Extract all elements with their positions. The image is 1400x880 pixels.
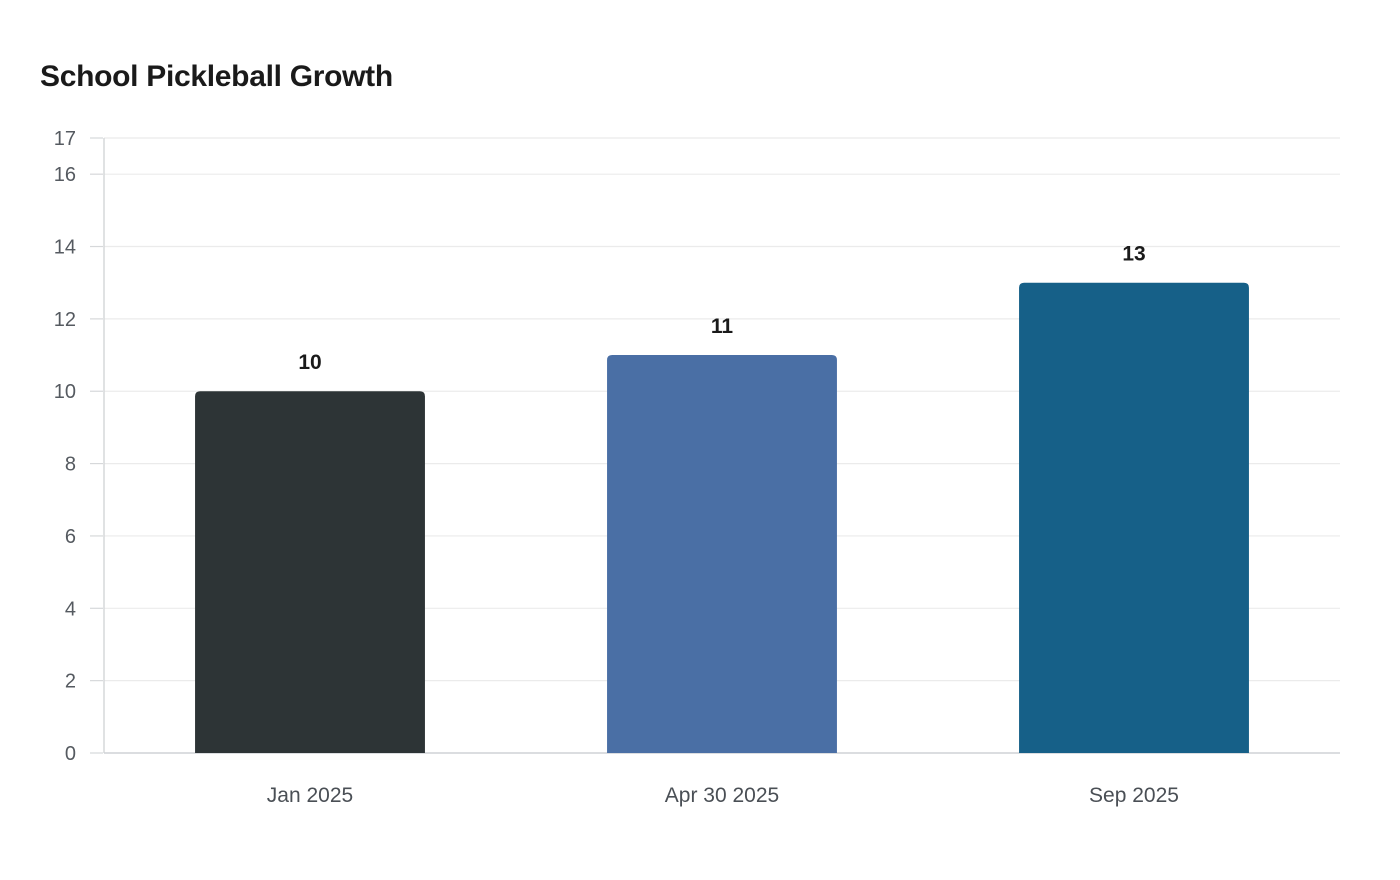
bar-value-label: 11	[711, 315, 734, 338]
y-tick-label: 0	[65, 743, 76, 765]
data-labels: 10 11 13	[298, 243, 1145, 375]
bar-1	[195, 391, 425, 753]
y-tick-label: 12	[54, 309, 76, 331]
x-axis-categories: Jan 2025 Apr 30 2025 Sep 2025	[267, 784, 1179, 807]
x-category-label: Sep 2025	[1089, 784, 1179, 807]
y-tick-label: 10	[54, 381, 76, 403]
y-axis-ticks: 0 2 4 6 8 10 12 14 16 17	[54, 128, 103, 765]
y-tick-label: 4	[65, 598, 76, 620]
y-tick-label: 8	[65, 454, 76, 476]
y-tick-label: 6	[65, 526, 76, 548]
bar-2	[607, 355, 837, 753]
y-tick-label: 2	[65, 671, 76, 693]
bar-value-label: 10	[298, 351, 321, 374]
x-category-label: Apr 30 2025	[665, 784, 779, 807]
x-category-label: Jan 2025	[267, 784, 353, 807]
chart-title: School Pickleball Growth	[40, 60, 393, 93]
bars	[195, 282, 1249, 753]
y-tick-label: 17	[54, 128, 76, 150]
bar-3	[1019, 282, 1249, 753]
y-tick-label: 14	[54, 237, 76, 259]
bar-value-label: 13	[1122, 243, 1145, 266]
y-tick-label: 16	[54, 164, 76, 186]
